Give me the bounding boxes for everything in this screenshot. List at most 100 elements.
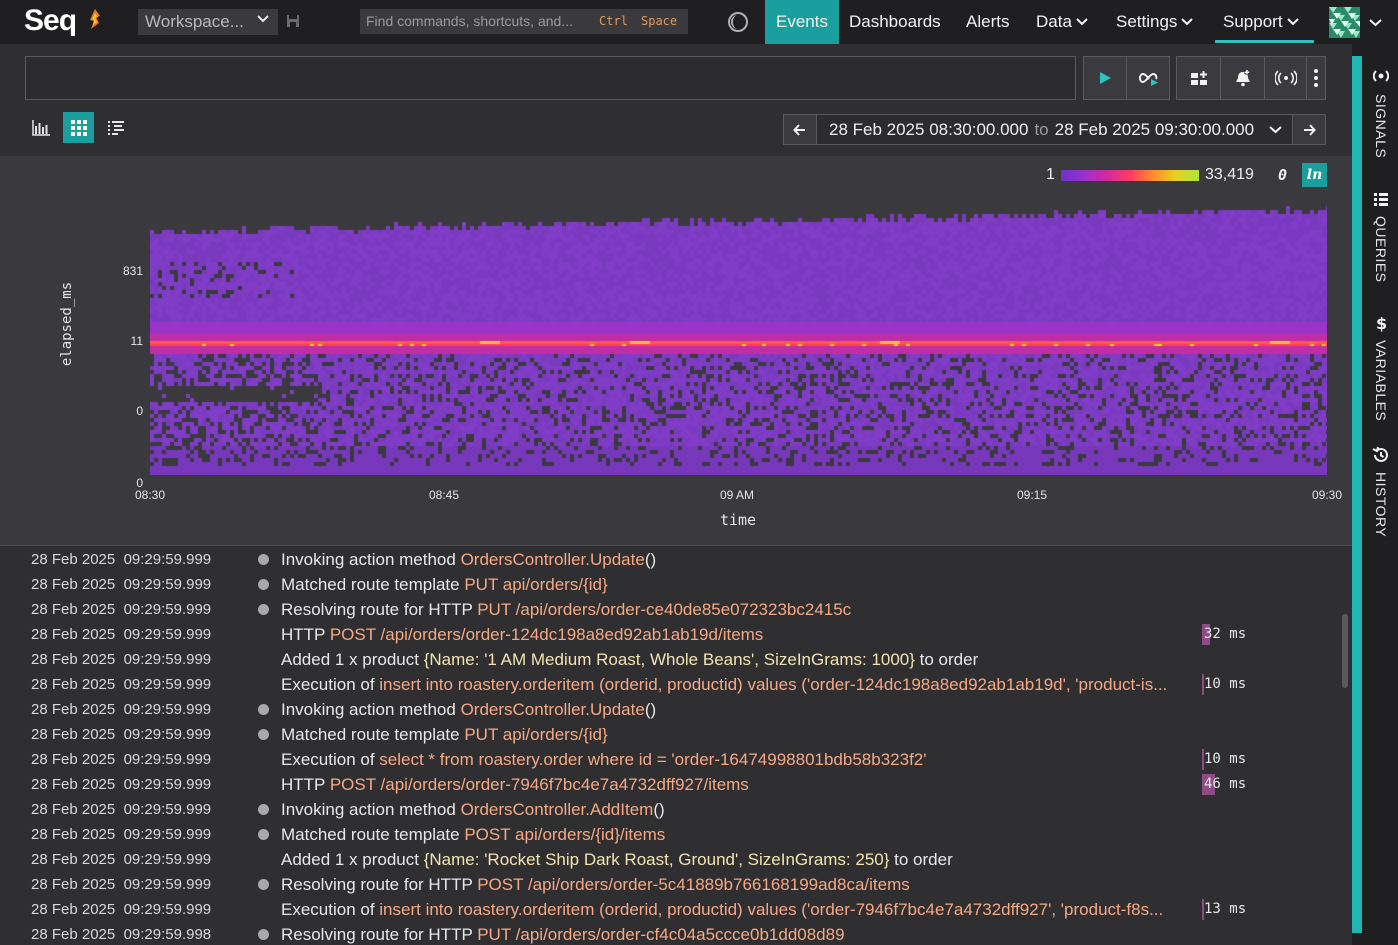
date-prev-button[interactable]: [784, 115, 816, 144]
query-input[interactable]: [25, 56, 1076, 100]
event-property[interactable]: PUT api/orders/{id}: [464, 725, 608, 744]
nav-data[interactable]: Data: [1036, 0, 1088, 44]
signal-icon: [1373, 70, 1389, 82]
duration-value: 10 ms: [1204, 751, 1247, 767]
event-property[interactable]: select * from roastery.order where id = …: [379, 750, 927, 769]
event-property[interactable]: OrdersController.AddItem: [460, 800, 654, 819]
event-property[interactable]: PUT: [477, 600, 511, 619]
event-timestamp: 28 Feb 2025 09:29:59.999: [31, 901, 212, 918]
event-row[interactable]: 28 Feb 2025 09:29:59.999 Matched route te…: [0, 722, 1340, 747]
event-property[interactable]: insert into roastery.orderitem (orderid,…: [379, 675, 1168, 694]
event-property[interactable]: POST: [477, 875, 524, 894]
add-to-dashboard-button[interactable]: [1177, 57, 1221, 99]
theme-toggle-icon[interactable]: [727, 11, 749, 33]
event-timestamp: 28 Feb 2025 09:29:59.999: [31, 551, 212, 568]
legend-zero-toggle[interactable]: 0: [1278, 166, 1288, 184]
event-property[interactable]: PUT: [477, 925, 511, 944]
x-tick-label: 08:45: [429, 488, 460, 502]
heatmap-view-button[interactable]: [63, 112, 94, 143]
event-level-indicator: [258, 704, 269, 715]
event-text: HTTP: [281, 625, 330, 644]
event-timestamp: 28 Feb 2025 09:29:59.999: [31, 651, 212, 668]
user-avatar[interactable]: [1329, 7, 1360, 38]
log-scale-toggle[interactable]: ln: [1302, 163, 1327, 187]
event-text: Invoking action method: [281, 550, 461, 569]
event-property[interactable]: OrdersController.Update: [460, 700, 645, 719]
event-property[interactable]: /api/orders/order-5c41889b766168199ad8ca…: [527, 875, 910, 894]
event-row[interactable]: 28 Feb 2025 09:29:59.999 Execution of sel…: [0, 747, 1340, 772]
sidebar-item-history[interactable]: HISTORY: [1370, 446, 1392, 537]
chevron-down-icon: [1076, 18, 1088, 26]
event-row[interactable]: 28 Feb 2025 09:29:59.999 Invoking action …: [0, 797, 1340, 822]
more-options-button[interactable]: [1307, 57, 1325, 99]
event-row[interactable]: 28 Feb 2025 09:29:59.999 HTTP POST /api/o…: [0, 622, 1340, 647]
nav-events[interactable]: Events: [765, 0, 839, 44]
run-button[interactable]: [1084, 57, 1127, 99]
svg-text:$: $: [1376, 314, 1387, 332]
seq-logo[interactable]: Seq: [24, 4, 77, 37]
event-row[interactable]: 28 Feb 2025 09:29:59.999 Added 1 x produc…: [0, 847, 1340, 872]
event-property[interactable]: PUT api/orders/{id}: [464, 575, 608, 594]
nav-support[interactable]: Support: [1223, 0, 1299, 44]
nav-alerts[interactable]: Alerts: [966, 0, 1009, 44]
live-tail-button[interactable]: [1127, 57, 1169, 99]
event-timestamp: 28 Feb 2025 09:29:59.999: [31, 601, 212, 618]
event-property[interactable]: POST: [329, 625, 376, 644]
sidebar-item-signals[interactable]: SIGNALS: [1370, 66, 1392, 158]
event-row[interactable]: 28 Feb 2025 09:29:59.999 Execution of ins…: [0, 897, 1340, 922]
duration-value: 13 ms: [1204, 901, 1247, 917]
sidebar-accent-bar: [1352, 56, 1362, 933]
event-property[interactable]: /api/orders/order-ce40de85e072323bc2415c: [515, 600, 852, 619]
event-property[interactable]: {Name: '1 AM Medium Roast, Whole Beans',…: [423, 650, 915, 669]
y-tick-label: 0: [136, 476, 143, 490]
event-row[interactable]: 28 Feb 2025 09:29:59.999 HTTP POST /api/o…: [0, 772, 1340, 797]
event-level-indicator: [258, 929, 269, 940]
event-property[interactable]: /api/orders/order-cf4c04a5ccce0b1dd08d89: [515, 925, 845, 944]
event-row[interactable]: 28 Feb 2025 09:29:59.998 Resolving route …: [0, 922, 1340, 945]
event-property[interactable]: POST: [329, 775, 376, 794]
nav-settings[interactable]: Settings: [1116, 0, 1194, 44]
event-property[interactable]: /api/orders/order-7946f7bc4e7a4732dff927…: [380, 775, 749, 794]
event-row[interactable]: 28 Feb 2025 09:29:59.999 Execution of ins…: [0, 672, 1340, 697]
event-row[interactable]: 28 Feb 2025 09:29:59.999 Resolving route …: [0, 597, 1340, 622]
event-row[interactable]: 28 Feb 2025 09:29:59.999 Matched route te…: [0, 822, 1340, 847]
sidebar-item-variables[interactable]: $ VARIABLES: [1370, 314, 1392, 421]
event-row[interactable]: 28 Feb 2025 09:29:59.999 Resolving route …: [0, 872, 1340, 897]
event-text: Added 1 x product: [281, 650, 424, 669]
sidebar-item-queries[interactable]: QUERIES: [1370, 192, 1392, 283]
workspace-select[interactable]: Workspace...: [138, 9, 278, 35]
command-search-input[interactable]: Find commands, shortcuts, and... Ctrl Sp…: [360, 9, 688, 34]
event-list-scrollbar[interactable]: [1342, 614, 1348, 688]
event-level-indicator: [258, 604, 269, 615]
event-message: Matched route template POST api/orders/{…: [281, 822, 1196, 847]
bar-chart-view-button[interactable]: [25, 112, 56, 143]
event-property[interactable]: insert into roastery.orderitem (orderid,…: [379, 900, 1164, 919]
chevron-down-icon[interactable]: [1369, 16, 1382, 29]
add-signal-button[interactable]: [1265, 57, 1307, 99]
bell-plus-icon: [1235, 69, 1250, 87]
event-message: HTTP POST /api/orders/order-7946f7bc4e7a…: [281, 772, 1196, 797]
query-area: 28 Feb 2025 08:30:00.000 to 28 Feb 2025 09…: [0, 44, 1352, 156]
arrow-left-icon: [793, 123, 805, 136]
event-row[interactable]: 28 Feb 2025 09:29:59.999 Invoking action …: [0, 697, 1340, 722]
timeline-view-button[interactable]: [100, 112, 131, 143]
event-row[interactable]: 28 Feb 2025 09:29:59.999 Invoking action …: [0, 547, 1340, 572]
save-icon[interactable]: [286, 14, 300, 28]
shortcut-key-ctrl: Ctrl: [599, 14, 628, 28]
date-range-select[interactable]: 28 Feb 2025 08:30:00.000 to 28 Feb 2025 09…: [816, 115, 1293, 144]
nav-dashboards[interactable]: Dashboards: [849, 0, 941, 44]
event-row[interactable]: 28 Feb 2025 09:29:59.999 Matched route te…: [0, 572, 1340, 597]
event-property[interactable]: /api/orders/order-124dc198a8ed92ab1ab19d…: [380, 625, 764, 644]
nav-alerts-label: Alerts: [966, 12, 1010, 31]
sidebar-queries-label: QUERIES: [1373, 216, 1389, 283]
event-row[interactable]: 28 Feb 2025 09:29:59.999 Added 1 x produc…: [0, 647, 1340, 672]
sidebar-signals-label: SIGNALS: [1373, 94, 1389, 159]
event-property[interactable]: POST api/orders/{id}/items: [464, 825, 666, 844]
date-next-button[interactable]: [1293, 115, 1325, 144]
event-property[interactable]: OrdersController.Update: [460, 550, 645, 569]
event-text: Resolving route for HTTP: [281, 875, 478, 894]
add-alert-button[interactable]: [1221, 57, 1265, 99]
heatmap-plot[interactable]: [150, 202, 1327, 475]
x-tick-label: 09:15: [1017, 488, 1048, 502]
event-property[interactable]: {Name: 'Rocket Ship Dark Roast, Ground',…: [423, 850, 890, 869]
